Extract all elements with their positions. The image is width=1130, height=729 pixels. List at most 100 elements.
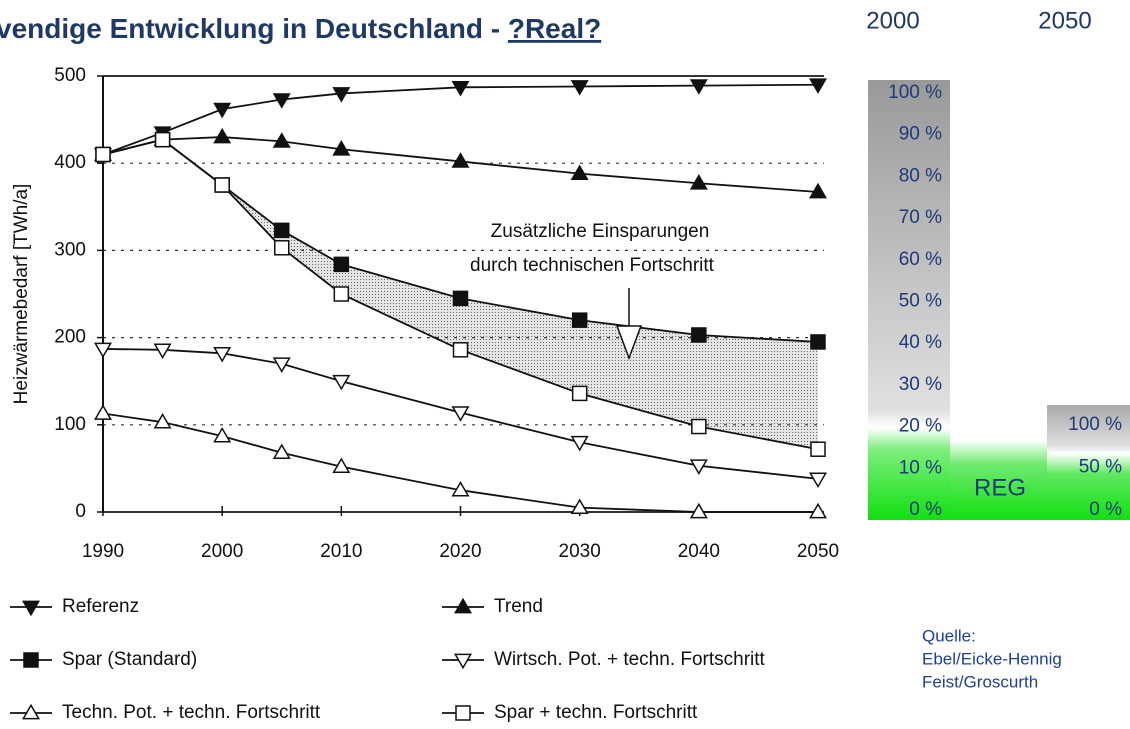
marker — [810, 441, 826, 457]
scale-label: 50 % — [899, 291, 942, 312]
marker — [808, 182, 828, 199]
scale-label: 80 % — [899, 165, 942, 186]
marker — [154, 131, 171, 148]
marker — [95, 146, 111, 163]
marker — [810, 334, 826, 350]
legend-marker — [453, 597, 473, 614]
marker — [808, 78, 828, 94]
column-header: 2000 — [866, 7, 919, 34]
marker — [570, 164, 589, 181]
legend-marker — [453, 653, 473, 670]
scale-label: 40 % — [899, 332, 942, 353]
legend-marker — [21, 703, 41, 720]
annotation-arrowhead — [615, 325, 643, 361]
marker — [274, 222, 290, 239]
reg-label: REG — [974, 474, 1026, 501]
marker — [333, 256, 350, 273]
marker — [332, 140, 351, 156]
marker — [689, 459, 708, 475]
slide-title: vendige Entwicklung in Deutschland - ?Re… — [0, 13, 601, 44]
marker — [214, 177, 230, 193]
marker — [451, 406, 470, 422]
marker — [153, 412, 172, 429]
marker — [571, 385, 588, 402]
marker — [332, 457, 351, 474]
marker — [451, 481, 470, 497]
annotation: durch technischen Fortschritt — [470, 255, 715, 276]
scale-label: 30 % — [899, 374, 942, 395]
marker — [274, 240, 290, 256]
marker — [272, 93, 291, 109]
x-tick-label: 2040 — [678, 541, 720, 562]
marker — [333, 286, 350, 302]
scale-label: 60 % — [899, 249, 942, 270]
marker — [272, 443, 291, 460]
scale-label: 50 % — [1079, 457, 1122, 478]
scale-label: 100 % — [1068, 414, 1122, 435]
scale-bar-2000 — [868, 80, 950, 520]
marker — [689, 79, 708, 95]
marker — [570, 435, 589, 452]
marker — [332, 374, 351, 391]
legend-label: Referenz — [62, 596, 139, 617]
column-header: 2050 — [1038, 7, 1091, 34]
y-tick-label: 100 — [54, 414, 86, 435]
x-tick-label: 2030 — [559, 541, 601, 562]
marker — [93, 342, 113, 359]
y-tick-label: 200 — [54, 327, 86, 348]
marker — [808, 502, 828, 519]
y-tick-label: 400 — [54, 152, 86, 173]
legend-marker — [21, 600, 41, 617]
legend-marker — [455, 705, 471, 721]
marker — [452, 342, 469, 358]
marker — [93, 404, 113, 420]
marker — [691, 418, 707, 435]
scale-label: 0 % — [1089, 499, 1122, 520]
marker — [213, 426, 232, 443]
marker — [332, 87, 351, 103]
x-tick-label: 2020 — [439, 541, 481, 562]
y-tick-label: 300 — [54, 239, 86, 260]
legend-label: Wirtsch. Pot. + techn. Fortschritt — [494, 649, 766, 670]
marker — [689, 502, 708, 519]
marker — [451, 152, 470, 168]
marker — [213, 102, 232, 119]
y-tick-label: 0 — [75, 501, 86, 522]
y-tick-label: 500 — [54, 65, 86, 86]
x-tick-label: 1990 — [82, 541, 124, 562]
marker — [153, 343, 172, 360]
marker — [213, 346, 232, 363]
legend-label: Spar + techn. Fortschritt — [494, 702, 698, 723]
legend-marker — [23, 652, 39, 668]
x-tick-label: 2010 — [320, 541, 362, 562]
marker — [691, 327, 707, 343]
y-axis-label: Heizwärmebedarf [TWh/a] — [11, 184, 32, 405]
marker — [272, 357, 291, 373]
green-band — [950, 440, 1047, 520]
plot: 0 100 200 300 400 500 1990 2000 2010 2020 2030 2040… — [54, 65, 839, 562]
x-tick-label: 2050 — [797, 541, 839, 562]
source: Quelle: — [922, 626, 976, 645]
marker — [452, 290, 469, 307]
annotation: Zusätzliche Einsparungen — [491, 221, 710, 242]
source: Feist/Groscurth — [922, 672, 1038, 691]
x-tick-label: 2000 — [201, 541, 243, 562]
marker — [272, 132, 291, 148]
marker — [808, 472, 828, 489]
source: Ebel/Eicke-Hennig — [922, 649, 1062, 668]
marker — [571, 312, 588, 328]
marker — [451, 80, 470, 97]
marker — [570, 498, 589, 514]
scale-label: 70 % — [899, 207, 942, 228]
legend-label: Trend — [494, 596, 543, 617]
marker — [570, 80, 589, 96]
scale-label: 0 % — [909, 499, 942, 520]
savings-area — [222, 185, 818, 450]
marker — [689, 174, 708, 190]
marker — [213, 127, 232, 144]
legend-label: Techn. Pot. + techn. Fortschritt — [62, 702, 321, 723]
legend-label: Spar (Standard) — [62, 649, 197, 670]
scale-bar-2050 — [1047, 405, 1130, 520]
